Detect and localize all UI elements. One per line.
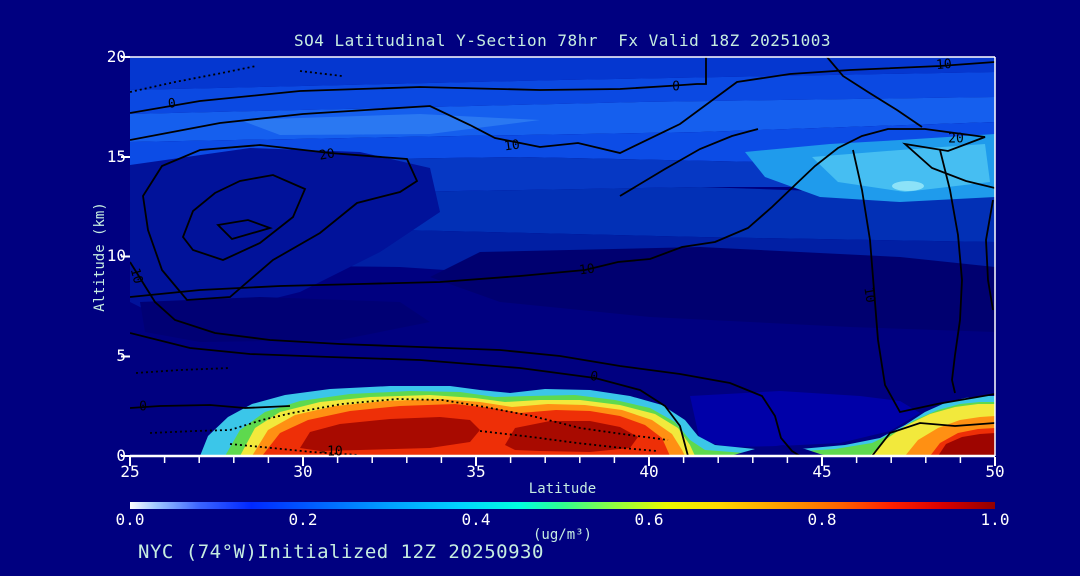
contour-line-layer [130,57,995,456]
contour-line [619,128,759,197]
fill-band [130,72,995,114]
x-tick-label: 40 [639,462,659,481]
fill-dark-band [430,247,995,332]
contour-line [939,149,963,394]
colorbar-tick-label: 0.2 [288,510,318,529]
contour-line-eddy-mid [181,174,307,261]
contour-line [130,57,707,114]
colorbar-gradient [130,502,995,509]
contour-line [826,57,923,128]
fill-band [130,57,995,90]
contour-line-eddy-outer [142,144,419,301]
fill-dark-patch [140,297,430,342]
hotband-darkred-core [505,421,638,452]
x-tick-label: 45 [812,462,832,481]
contour-line-dotted [299,70,343,77]
y-axis-title: Altitude (km) [92,202,108,312]
y-tick-label: 20 [106,47,126,66]
fill-band-bright [240,114,540,135]
contour-value-label: 10 [935,56,953,74]
contour-value-label: 20 [948,131,964,147]
contour-line [130,61,995,154]
contour-line [985,199,994,311]
colorbar-tick-label: 0.4 [461,510,491,529]
colorbar-tick-label: 1.0 [980,510,1010,529]
filled-contour-layer [130,57,995,456]
x-tick-label: 25 [120,462,140,481]
contour-value-label: 0 [167,96,177,112]
contour-line [871,422,995,456]
contour-line [130,404,291,409]
y-tick-label: 0 [116,446,126,465]
x-tick-label: 35 [466,462,486,481]
contour-value-label: 0 [672,79,680,95]
contour-line [852,149,995,414]
fill-cyan-tongue-core [812,144,990,192]
y-tick-label: 5 [116,346,126,365]
colorbar-tick-label: 0.0 [115,510,145,529]
contour-line-dotted [149,398,669,441]
contour-value-label: 20 [317,146,337,164]
contour-value-label: -10 [319,444,343,460]
x-axis-title: Latitude [528,481,597,497]
x-major-ticks [129,457,996,466]
colorbar-tick-label: 0.8 [807,510,837,529]
contour-value-label: 10 [126,266,146,286]
hotband-darkred-core [300,417,480,451]
contour-value-label: 0 [139,399,147,415]
contour-line-dotted-group [130,65,669,456]
x-minor-ticks [163,457,962,463]
fill-dark-bump [730,445,828,456]
fill-eddy-region [130,148,440,312]
init-info-text: NYC (74°W)Initialized 12Z 20250930 [138,541,544,563]
contour-value-label: 10 [860,285,878,305]
fill-cyan-spot [892,181,924,191]
y-tick-label: 10 [106,246,126,265]
hotband-darkred-right [938,433,995,456]
contour-value-label: 10 [503,137,521,155]
contour-value-label: 10 [578,261,596,279]
contour-line-dotted [130,65,257,93]
plot-title: SO4 Latitudinal Y-Section 78hr Fx Valid … [293,31,832,50]
colorbar-tick-label: 0.6 [634,510,664,529]
contour-line [130,128,995,298]
colorbar-units-label: (ug/m³) [532,527,592,543]
x-tick-label: 50 [985,462,1005,481]
fill-lowright-blue [690,391,920,447]
contour-line-eddy-inner [216,219,273,241]
y-major-ticks [121,56,130,457]
contour-line [130,332,689,456]
axes-layer [121,56,996,466]
x-tick-label: 30 [293,462,313,481]
contour-line-dotted [229,443,359,456]
y-tick-label: 15 [106,147,126,166]
contour-line [130,261,801,456]
